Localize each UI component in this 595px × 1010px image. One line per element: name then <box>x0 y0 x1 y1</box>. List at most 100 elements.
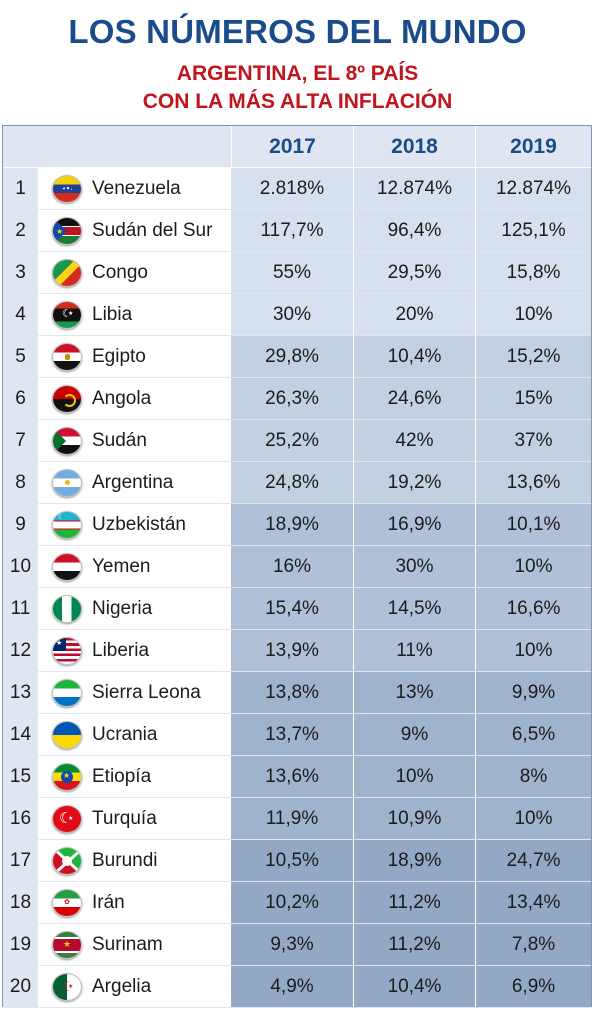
rank-cell: 9 <box>3 504 39 546</box>
country-cell: Yemen <box>39 546 231 588</box>
country-name: Yemen <box>92 556 151 577</box>
value-2017-cell: 16% <box>231 546 353 588</box>
value-2017-cell: 25,2% <box>231 420 353 462</box>
column-header-2017: 2017 <box>231 126 353 168</box>
country-name: Etiopía <box>92 766 152 787</box>
rank-cell: 5 <box>3 336 39 378</box>
value-2017-cell: 29,8% <box>231 336 353 378</box>
country-name: Libia <box>92 304 133 325</box>
value-2017-cell: 18,9% <box>231 504 353 546</box>
ethiopia-flag-icon: ★ <box>52 763 82 791</box>
country-cell: Egipto <box>39 336 231 378</box>
table-row: 6 Angola 26,3% 24,6% 15% <box>3 378 591 420</box>
value-2019-cell: 10% <box>475 546 591 588</box>
rank-cell: 14 <box>3 714 39 756</box>
country-cell: Argentina <box>39 462 231 504</box>
country-name: Argentina <box>92 472 174 493</box>
value-2018-cell: 11,2% <box>353 882 475 924</box>
value-2019-cell: 7,8% <box>475 924 591 966</box>
angola-flag-icon <box>52 385 82 413</box>
nigeria-flag-icon <box>52 595 82 623</box>
value-2017-cell: 9,3% <box>231 924 353 966</box>
value-2018-cell: 29,5% <box>353 252 475 294</box>
rank-cell: 20 <box>3 966 39 1008</box>
country-name: Burundi <box>92 850 158 871</box>
rank-cell: 15 <box>3 756 39 798</box>
country-name: Congo <box>92 262 148 283</box>
table-row: 13 Sierra Leona 13,8% 13% 9,9% <box>3 672 591 714</box>
country-cell: ★ Liberia <box>39 630 231 672</box>
value-2019-cell: 15,8% <box>475 252 591 294</box>
value-2019-cell: 16,6% <box>475 588 591 630</box>
table-row: 17 Burundi 10,5% 18,9% 24,7% <box>3 840 591 882</box>
value-2019-cell: 13,4% <box>475 882 591 924</box>
value-2018-cell: 9% <box>353 714 475 756</box>
table-header-row: 2017 2018 2019 <box>3 126 591 168</box>
column-header-2018: 2018 <box>353 126 475 168</box>
country-cell: ☾ ★ Turquía <box>39 798 231 840</box>
egypt-flag-icon <box>52 343 82 371</box>
value-2018-cell: 10,4% <box>353 336 475 378</box>
suriname-flag-icon: ★ <box>52 931 82 959</box>
country-cell: ★ Sudán del Sur <box>39 210 231 252</box>
ukraine-flag-icon <box>52 721 82 749</box>
rank-cell: 17 <box>3 840 39 882</box>
country-name: Irán <box>92 892 125 913</box>
rank-cell: 11 <box>3 588 39 630</box>
table-row: 3 Congo 55% 29,5% 15,8% <box>3 252 591 294</box>
country-name: Sudán del Sur <box>92 220 213 241</box>
value-2017-cell: 4,9% <box>231 966 353 1008</box>
value-2018-cell: 19,2% <box>353 462 475 504</box>
table-row: 9 ☾ Uzbekistán 18,9% 16,9% 10,1% <box>3 504 591 546</box>
table-row: 14 Ucrania 13,7% 9% 6,5% <box>3 714 591 756</box>
value-2019-cell: 6,5% <box>475 714 591 756</box>
table-row: 5 Egipto 29,8% 10,4% 15,2% <box>3 336 591 378</box>
value-2019-cell: 9,9% <box>475 672 591 714</box>
value-2019-cell: 8% <box>475 756 591 798</box>
rank-cell: 19 <box>3 924 39 966</box>
table-row: 11 Nigeria 15,4% 14,5% 16,6% <box>3 588 591 630</box>
value-2019-cell: 13,6% <box>475 462 591 504</box>
value-2017-cell: 10,5% <box>231 840 353 882</box>
inflation-table: 2017 2018 2019 1 Venezuela 2.818% 12.874% 12… <box>2 125 592 1008</box>
subtitle-line-2: CON LA MÁS ALTA INFLACIÓN <box>142 90 453 113</box>
value-2017-cell: 55% <box>231 252 353 294</box>
value-2019-cell: 37% <box>475 420 591 462</box>
value-2019-cell: 125,1% <box>475 210 591 252</box>
value-2018-cell: 10,4% <box>353 966 475 1008</box>
country-cell: Sudán <box>39 420 231 462</box>
table-row: 20 ☾ ★ Argelia 4,9% 10,4% 6,9% <box>3 966 591 1008</box>
country-name: Argelia <box>92 976 152 997</box>
value-2017-cell: 13,7% <box>231 714 353 756</box>
value-2018-cell: 10% <box>353 756 475 798</box>
subtitle-line-1: ARGENTINA, EL 8º PAÍS <box>176 62 419 85</box>
value-2018-cell: 42% <box>353 420 475 462</box>
value-2018-cell: 11% <box>353 630 475 672</box>
country-name: Sierra Leona <box>92 682 201 703</box>
value-2018-cell: 10,9% <box>353 798 475 840</box>
liberia-flag-icon: ★ <box>52 637 82 665</box>
table-row: 16 ☾ ★ Turquía 11,9% 10,9% 10% <box>3 798 591 840</box>
value-2017-cell: 13,8% <box>231 672 353 714</box>
value-2019-cell: 10% <box>475 294 591 336</box>
rank-cell: 10 <box>3 546 39 588</box>
value-2017-cell: 15,4% <box>231 588 353 630</box>
value-2017-cell: 11,9% <box>231 798 353 840</box>
argentina-flag-icon <box>52 469 82 497</box>
value-2017-cell: 13,9% <box>231 630 353 672</box>
value-2017-cell: 13,6% <box>231 756 353 798</box>
rank-cell: 8 <box>3 462 39 504</box>
value-2019-cell: 15% <box>475 378 591 420</box>
sierra-leone-flag-icon <box>52 679 82 707</box>
table-row: 8 Argentina 24,8% 19,2% 13,6% <box>3 462 591 504</box>
country-name: Venezuela <box>92 178 181 199</box>
country-cell: ☾ ★ Argelia <box>39 966 231 1008</box>
value-2019-cell: 24,7% <box>475 840 591 882</box>
value-2019-cell: 6,9% <box>475 966 591 1008</box>
burundi-flag-icon <box>52 847 82 875</box>
table-row: 15 ★ Etiopía 13,6% 10% 8% <box>3 756 591 798</box>
column-header-2019: 2019 <box>475 126 591 168</box>
rank-cell: 6 <box>3 378 39 420</box>
rank-cell: 2 <box>3 210 39 252</box>
country-cell: Sierra Leona <box>39 672 231 714</box>
